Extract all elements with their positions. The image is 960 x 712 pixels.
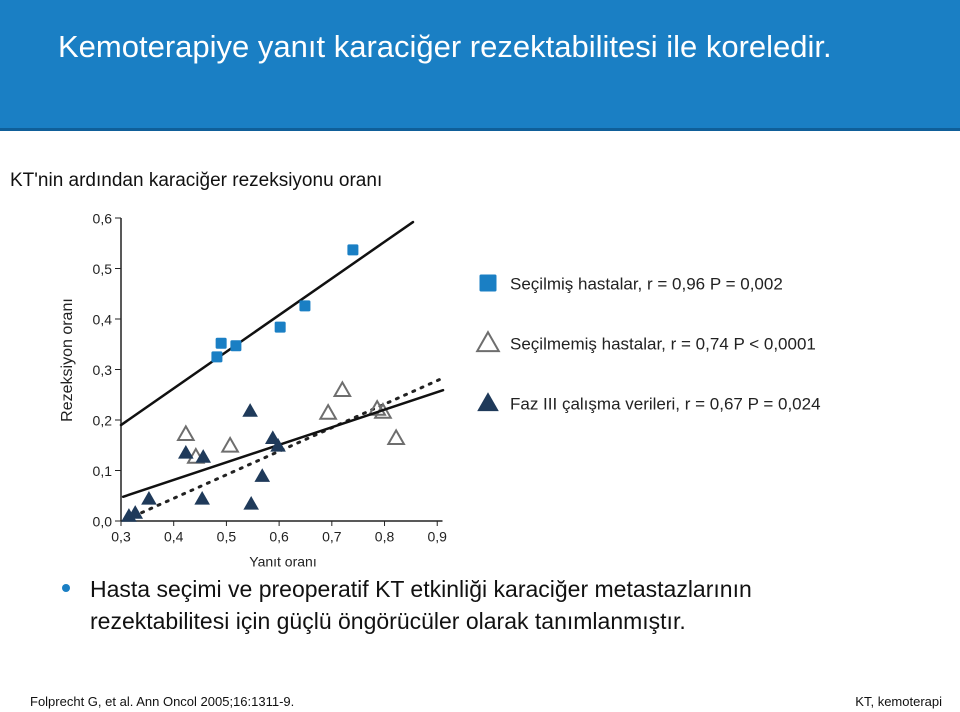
point (176, 424, 196, 441)
point (254, 468, 271, 482)
point (178, 445, 194, 459)
point (211, 351, 223, 363)
legend-label: Seçilmiş hastalar, r = 0,96 P = 0,002 (510, 274, 783, 293)
legend-marker (479, 274, 497, 292)
point (299, 300, 311, 312)
fit-line (121, 388, 445, 499)
y-tick-label: 0,5 (93, 261, 113, 277)
footer-reference: Folprecht G, et al. Ann Oncol 2005;16:13… (30, 694, 295, 709)
legend-marker (475, 330, 501, 353)
slide-title: Kemoterapiye yanıt karaciğer rezektabili… (58, 29, 832, 64)
y-tick-label: 0,4 (93, 312, 113, 328)
fit-line (119, 220, 415, 427)
y-tick-label: 0,2 (93, 413, 113, 429)
point (274, 321, 286, 333)
point (127, 505, 144, 519)
bullet-dot (62, 584, 70, 592)
point (230, 340, 242, 352)
y-axis-label: Rezeksiyon oranı (59, 298, 76, 422)
point (386, 428, 406, 446)
point (194, 490, 210, 505)
fit-line (123, 375, 447, 522)
point (270, 437, 286, 452)
point (243, 496, 259, 510)
x-tick-label: 0,8 (375, 529, 395, 545)
point (195, 449, 212, 463)
x-tick-label: 0,9 (427, 529, 447, 545)
x-tick-label: 0,7 (322, 529, 342, 545)
x-tick-label: 0,4 (164, 529, 184, 545)
point (141, 490, 157, 505)
footer-abbrev: KT, kemoterapi (855, 694, 942, 709)
chart-subtitle: KT'nin ardından karaciğer rezeksiyonu or… (10, 170, 383, 191)
x-axis-label: Yanıt oranı (249, 554, 316, 570)
point (332, 380, 352, 398)
bullet-text: Hasta seçimi ve preoperatif KT etkinliği… (90, 576, 752, 634)
point (220, 435, 240, 453)
y-tick-label: 0,6 (93, 211, 113, 227)
y-tick-label: 0,1 (93, 463, 113, 479)
header-band (0, 0, 960, 131)
y-tick-label: 0,3 (93, 362, 113, 378)
point (215, 337, 227, 349)
point (347, 244, 359, 256)
x-tick-label: 0,3 (111, 529, 131, 545)
legend-label: Seçilmemiş hastalar, r = 0,74 P < 0,0001 (510, 334, 816, 353)
x-tick-label: 0,6 (269, 529, 289, 545)
point (242, 403, 258, 417)
x-tick-label: 0,5 (217, 529, 237, 545)
y-tick-label: 0,0 (93, 514, 113, 530)
point (318, 403, 338, 420)
legend-label: Faz III çalışma verileri, r = 0,67 P = 0… (510, 394, 821, 413)
legend-marker (477, 392, 499, 412)
